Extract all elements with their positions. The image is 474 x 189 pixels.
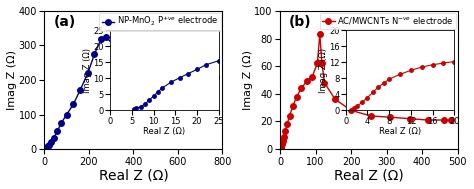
AC/MWCNTs N$^{-ve}$ electrode (448, 119, 454, 121)
AC/MWCNTs N$^{-ve}$ electrode (314, 62, 320, 65)
NP-MnO$_2$ P$^{+ve}$ electrode (103, 36, 109, 38)
NP-MnO$_2$ P$^{+ve}$ electrode (64, 113, 70, 116)
AC/MWCNTs N$^{-ve}$ electrode (407, 118, 413, 120)
AC/MWCNTs N$^{-ve}$ electrode (441, 119, 447, 121)
NP-MnO$_2$ P$^{+ve}$ electrode (51, 136, 57, 139)
AC/MWCNTs N$^{-ve}$ electrode (278, 145, 284, 147)
Line: NP-MnO$_2$ P$^{+ve}$ electrode: NP-MnO$_2$ P$^{+ve}$ electrode (43, 34, 219, 151)
NP-MnO$_2$ P$^{+ve}$ electrode (58, 122, 64, 124)
Text: (a): (a) (54, 15, 76, 29)
AC/MWCNTs N$^{-ve}$ electrode (283, 130, 288, 132)
NP-MnO$_2$ P$^{+ve}$ electrode (213, 75, 219, 78)
AC/MWCNTs N$^{-ve}$ electrode (319, 62, 325, 65)
AC/MWCNTs N$^{-ve}$ electrode (309, 76, 315, 78)
AC/MWCNTs N$^{-ve}$ electrode (332, 98, 338, 100)
AC/MWCNTs N$^{-ve}$ electrode (368, 115, 374, 117)
NP-MnO$_2$ P$^{+ve}$ electrode (45, 145, 51, 147)
AC/MWCNTs N$^{-ve}$ electrode (317, 33, 323, 36)
Text: (b): (b) (289, 15, 311, 29)
NP-MnO$_2$ P$^{+ve}$ electrode (91, 53, 97, 55)
AC/MWCNTs N$^{-ve}$ electrode (279, 142, 285, 145)
AC/MWCNTs N$^{-ve}$ electrode (321, 82, 327, 84)
NP-MnO$_2$ P$^{+ve}$ electrode (77, 89, 83, 91)
AC/MWCNTs N$^{-ve}$ electrode (294, 95, 300, 98)
AC/MWCNTs N$^{-ve}$ electrode (284, 123, 290, 125)
AC/MWCNTs N$^{-ve}$ electrode (280, 140, 286, 142)
AC/MWCNTs N$^{-ve}$ electrode (425, 119, 430, 121)
X-axis label: Real Z (Ω): Real Z (Ω) (334, 168, 404, 182)
Legend: AC/MWCNTs N$^{-ve}$ electrode: AC/MWCNTs N$^{-ve}$ electrode (319, 13, 456, 29)
AC/MWCNTs N$^{-ve}$ electrode (304, 80, 310, 83)
Legend: NP-MnO$_2$ P$^{+ve}$ electrode: NP-MnO$_2$ P$^{+ve}$ electrode (99, 13, 220, 31)
AC/MWCNTs N$^{-ve}$ electrode (290, 105, 296, 107)
AC/MWCNTs N$^{-ve}$ electrode (281, 136, 287, 138)
NP-MnO$_2$ P$^{+ve}$ electrode (43, 147, 49, 149)
NP-MnO$_2$ P$^{+ve}$ electrode (43, 148, 48, 150)
AC/MWCNTs N$^{-ve}$ electrode (387, 116, 393, 118)
NP-MnO$_2$ P$^{+ve}$ electrode (55, 130, 60, 132)
Line: AC/MWCNTs N$^{-ve}$ electrode: AC/MWCNTs N$^{-ve}$ electrode (278, 32, 454, 150)
NP-MnO$_2$ P$^{+ve}$ electrode (85, 72, 91, 74)
AC/MWCNTs N$^{-ve}$ electrode (279, 144, 284, 146)
NP-MnO$_2$ P$^{+ve}$ electrode (71, 103, 76, 105)
NP-MnO$_2$ P$^{+ve}$ electrode (44, 146, 50, 148)
AC/MWCNTs N$^{-ve}$ electrode (299, 87, 304, 89)
AC/MWCNTs N$^{-ve}$ electrode (348, 109, 354, 112)
X-axis label: Real Z (Ω): Real Z (Ω) (99, 168, 168, 182)
NP-MnO$_2$ P$^{+ve}$ electrode (46, 143, 52, 146)
NP-MnO$_2$ P$^{+ve}$ electrode (98, 37, 104, 40)
NP-MnO$_2$ P$^{+ve}$ electrode (48, 141, 54, 143)
NP-MnO$_2$ P$^{+ve}$ electrode (173, 79, 178, 81)
Y-axis label: Imag Z (Ω): Imag Z (Ω) (7, 50, 17, 110)
Y-axis label: Imag Z (Ω): Imag Z (Ω) (243, 50, 253, 110)
NP-MnO$_2$ P$^{+ve}$ electrode (44, 147, 49, 149)
NP-MnO$_2$ P$^{+ve}$ electrode (195, 77, 201, 79)
NP-MnO$_2$ P$^{+ve}$ electrode (142, 74, 147, 76)
AC/MWCNTs N$^{-ve}$ electrode (287, 115, 292, 117)
AC/MWCNTs N$^{-ve}$ electrode (278, 146, 283, 149)
